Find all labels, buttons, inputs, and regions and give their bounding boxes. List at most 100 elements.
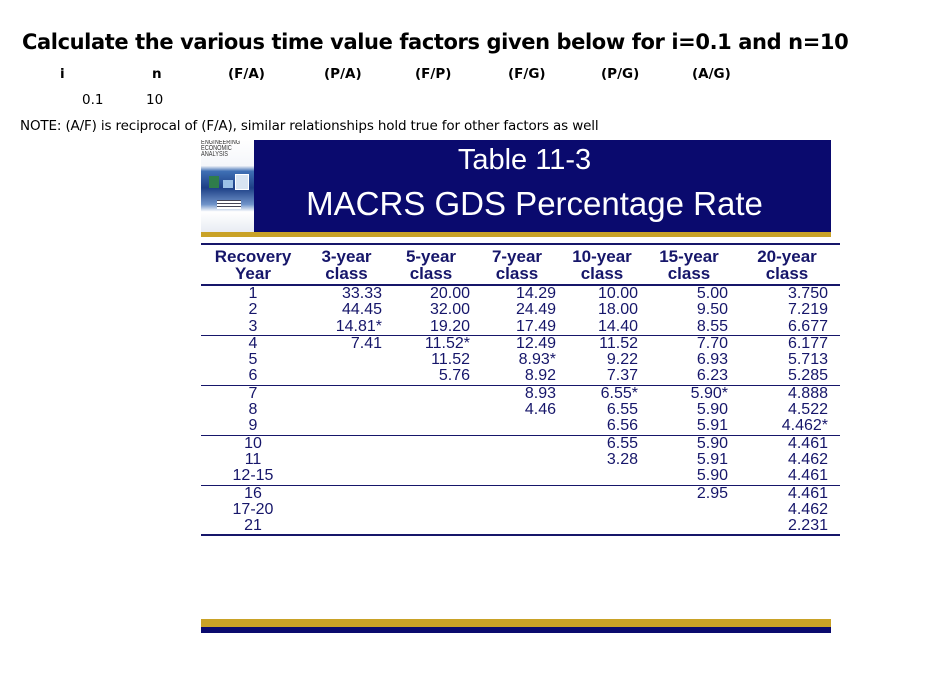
rate-cell (305, 468, 388, 486)
recovery-year-cell: 10 (244, 434, 262, 452)
header-i: i (60, 66, 65, 82)
rate-cell: 2.95 (696, 484, 728, 502)
rate-cell (388, 418, 474, 436)
column-header: 5-year class (388, 244, 474, 286)
rate-cell: 9.22 (606, 351, 638, 369)
rate-cell: 3.750 (787, 285, 828, 302)
rate-cell: 5.90 (696, 434, 728, 452)
rate-cell: 6.55 (606, 434, 638, 452)
header-p-g: (P/G) (601, 66, 640, 82)
rate-cell (560, 518, 644, 537)
rate-cell (474, 435, 560, 452)
bottom-navy-stripe (201, 627, 831, 633)
rate-cell: 5.713 (787, 351, 828, 369)
table-row: 6 5.76 8.92 7.37 6.23 5.285 (201, 368, 840, 386)
header-f-p: (F/P) (415, 66, 452, 82)
rate-cell: 9.50 (696, 301, 728, 319)
rate-cell (474, 502, 560, 518)
recovery-year-cell: 2 (248, 301, 258, 319)
rate-cell: 6.677 (734, 318, 840, 336)
rate-cell (305, 435, 388, 452)
rate-cell: 5.76 (388, 368, 474, 386)
rate-cell: 6.177 (787, 334, 828, 352)
rate-cell (305, 368, 388, 386)
rate-cell (388, 435, 474, 452)
note-text: NOTE: (A/F) is reciprocal of (F/A), simi… (20, 118, 599, 134)
question-title: Calculate the various time value factors… (22, 30, 849, 54)
rate-cell: 24.49 (515, 301, 556, 319)
rate-cell: 4.46 (524, 401, 556, 419)
rate-cell: 4.462 (787, 450, 828, 468)
recovery-year-cell: 1 (248, 285, 258, 302)
header-f-g: (F/G) (508, 66, 546, 82)
rate-cell: 12.49 (515, 334, 556, 352)
recovery-year-cell: 3 (201, 318, 305, 336)
rate-cell: 5.90 (644, 468, 734, 486)
table-row: 12-15 5.90 4.461 (201, 468, 840, 486)
rate-cell: 4.461 (787, 434, 828, 452)
table-row: 10 6.55 5.90 4.461 (201, 435, 840, 452)
rate-cell (388, 402, 474, 418)
rate-cell: 10.00 (597, 285, 638, 302)
rate-cell: 14.29 (515, 285, 556, 302)
rate-cell: 4.461 (787, 484, 828, 502)
rate-cell: 8.92 (474, 368, 560, 386)
rate-cell (305, 352, 388, 368)
rate-cell (305, 402, 388, 418)
header-f-a: (F/A) (228, 66, 265, 82)
rate-cell (474, 452, 560, 468)
table-row: 5 11.52 8.93* 9.22 6.93 5.713 (201, 351, 840, 369)
rate-cell: 7.37 (560, 368, 644, 386)
rate-cell (644, 502, 734, 518)
rate-cell: 8.93 (524, 384, 556, 402)
table-row: 2 44.45 32.00 24.49 18.00 9.50 7.219 (201, 301, 840, 319)
rate-cell: 14.81* (305, 318, 388, 336)
rate-cell (644, 518, 734, 537)
rate-cell: 14.40 (560, 318, 644, 336)
macrs-table: Recovery Year 3-year class 5-year class 7-y… (201, 243, 840, 537)
recovery-year-cell: 16 (244, 484, 262, 502)
rate-cell: 11.52 (431, 351, 470, 369)
rate-cell (388, 518, 474, 537)
header-a-g: (A/G) (692, 66, 731, 82)
table-header-row: Recovery Year 3-year class 5-year class 7-y… (201, 244, 840, 286)
rate-cell (474, 468, 560, 486)
rate-cell: 7.41 (350, 334, 382, 352)
rate-cell (560, 502, 644, 518)
recovery-year-cell: 21 (201, 517, 305, 537)
rate-cell (305, 518, 388, 537)
recovery-year-cell: 4 (248, 334, 258, 352)
rate-cell (388, 385, 474, 402)
recovery-year-cell: 7 (248, 384, 258, 402)
rate-cell: 4.462 (787, 500, 828, 518)
book-cover-title: ENGINEERING ECONOMIC ANALYSIS (201, 140, 241, 158)
rate-cell: 2.231 (734, 517, 840, 537)
table-row: 9 6.56 5.91 4.462* (201, 418, 840, 436)
rate-cell (388, 452, 474, 468)
column-header: 15-year class (644, 244, 734, 286)
slide-title-line2: MACRS GDS Percentage Rate (306, 185, 763, 222)
bottom-gold-stripe (201, 619, 831, 627)
rate-cell: 11.52 (599, 334, 638, 352)
recovery-year-cell: 11 (244, 450, 262, 468)
rate-cell (560, 485, 644, 502)
banner-gold-stripe (201, 232, 831, 237)
column-header: 10-year class (560, 244, 644, 286)
rate-cell (305, 502, 388, 518)
rate-cell (305, 485, 388, 502)
table-row: 7 8.93 6.55* 5.90* 4.888 (201, 385, 840, 402)
table-row: 11 3.28 5.91 4.462 (201, 450, 840, 468)
slide-title-line1: Table 11-3 (457, 144, 592, 176)
column-header: 7-year class (474, 244, 560, 286)
header-n: n (152, 66, 162, 82)
rate-cell: 7.70 (696, 334, 728, 352)
rate-cell: 18.00 (597, 301, 638, 319)
book-cover-authors (217, 200, 241, 209)
recovery-year-cell: 12-15 (201, 468, 305, 486)
rate-cell (388, 468, 474, 486)
column-header: 20-year class (734, 244, 840, 286)
rate-cell (560, 468, 644, 486)
rate-cell: 5.91 (644, 418, 734, 436)
value-n: 10 (146, 92, 164, 108)
book-cover-graphic (235, 174, 249, 190)
